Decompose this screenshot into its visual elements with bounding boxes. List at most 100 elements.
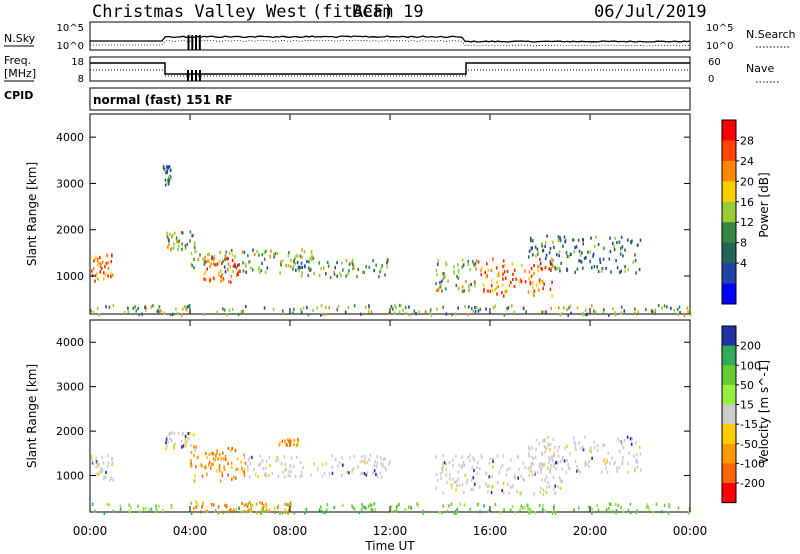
data-cell: [463, 503, 466, 507]
data-cell: [567, 463, 569, 467]
data-cell: [318, 274, 321, 278]
data-cell: [310, 250, 313, 255]
data-cell: [323, 471, 326, 476]
data-cell: [569, 304, 572, 308]
data-cell: [597, 508, 600, 512]
data-cell: [630, 442, 633, 446]
data-cell: [205, 278, 207, 282]
data-cell: [370, 507, 372, 512]
data-cell: [531, 473, 534, 477]
data-cell: [273, 506, 276, 510]
data-cell: [111, 460, 114, 465]
data-cell: [174, 231, 176, 235]
data-cell: [290, 456, 293, 460]
data-cell: [528, 270, 531, 274]
data-cell: [404, 508, 406, 512]
data-cell: [647, 505, 649, 509]
power-panel-frame: [89, 113, 691, 315]
data-cell: [243, 509, 246, 513]
data-cell: [533, 272, 535, 276]
data-cell: [190, 459, 192, 463]
data-cell: [190, 501, 193, 505]
data-cell: [375, 472, 377, 477]
data-cell: [223, 465, 225, 469]
data-cell: [241, 469, 244, 473]
data-cell: [388, 462, 390, 466]
data-cell: [206, 509, 209, 513]
data-cell: [331, 454, 334, 458]
data-cell: [169, 431, 172, 436]
data-cell: [528, 473, 531, 477]
data-cell: [358, 510, 361, 515]
data-cell: [351, 504, 353, 508]
data-cell: [189, 230, 192, 234]
data-cell: [657, 304, 660, 308]
data-cell: [558, 254, 560, 258]
data-cell: [236, 457, 239, 461]
data-cell: [328, 306, 331, 310]
data-cell: [572, 436, 575, 440]
data-cell: [359, 312, 362, 316]
data-cell: [363, 454, 366, 458]
data-cell: [524, 269, 526, 273]
data-cell: [506, 269, 509, 273]
data-cell: [261, 253, 264, 257]
data-cell: [474, 261, 477, 265]
data-cell: [484, 271, 486, 275]
data-cell: [274, 510, 276, 514]
data-cell: [221, 451, 224, 455]
data-cell: [128, 503, 130, 507]
data-cell: [235, 468, 238, 472]
data-cell: [582, 266, 584, 270]
data-cell: [624, 248, 626, 252]
data-cell: [535, 447, 537, 451]
data-cell: [112, 478, 114, 482]
data-cell: [554, 267, 557, 271]
data-cell: [224, 255, 227, 259]
data-cell: [294, 256, 296, 260]
beam-label: Beam 19: [352, 2, 424, 22]
data-cell: [488, 509, 490, 513]
data-cell: [102, 461, 105, 465]
data-cell: [212, 276, 215, 280]
data-cell: [610, 502, 612, 507]
data-cell: [251, 503, 254, 507]
power-scatter: [90, 165, 692, 318]
data-cell: [645, 506, 648, 510]
data-cell: [269, 255, 271, 259]
data-cell: [224, 270, 227, 274]
data-cell: [569, 452, 571, 456]
data-cell: [384, 457, 386, 461]
data-cell: [505, 289, 508, 293]
data-cell: [248, 508, 250, 512]
data-cell: [485, 482, 487, 486]
data-cell: [538, 441, 540, 446]
data-cell: [334, 266, 336, 270]
data-cell: [517, 455, 519, 459]
data-cell: [97, 277, 99, 281]
data-cell: [193, 266, 195, 270]
data-cell: [536, 247, 539, 251]
data-cell: [590, 450, 593, 454]
data-cell: [436, 307, 438, 311]
data-cell: [110, 275, 112, 279]
data-cell: [668, 503, 671, 508]
data-cell: [95, 456, 97, 460]
data-cell: [562, 244, 564, 248]
data-cell: [316, 306, 318, 310]
data-cell: [497, 274, 499, 278]
data-cell: [361, 471, 364, 475]
power-colorbar-label: Power [dB]: [757, 172, 771, 237]
data-cell: [318, 261, 321, 265]
data-cell: [388, 311, 390, 315]
data-cell: [221, 261, 223, 265]
data-cell: [168, 179, 171, 183]
data-cell: [281, 439, 284, 443]
data-cell: [612, 307, 614, 311]
data-cell: [600, 470, 603, 474]
data-cell: [502, 272, 504, 276]
data-cell: [648, 507, 651, 511]
data-cell: [437, 288, 440, 292]
data-cell: [372, 259, 374, 263]
data-cell: [618, 240, 621, 244]
